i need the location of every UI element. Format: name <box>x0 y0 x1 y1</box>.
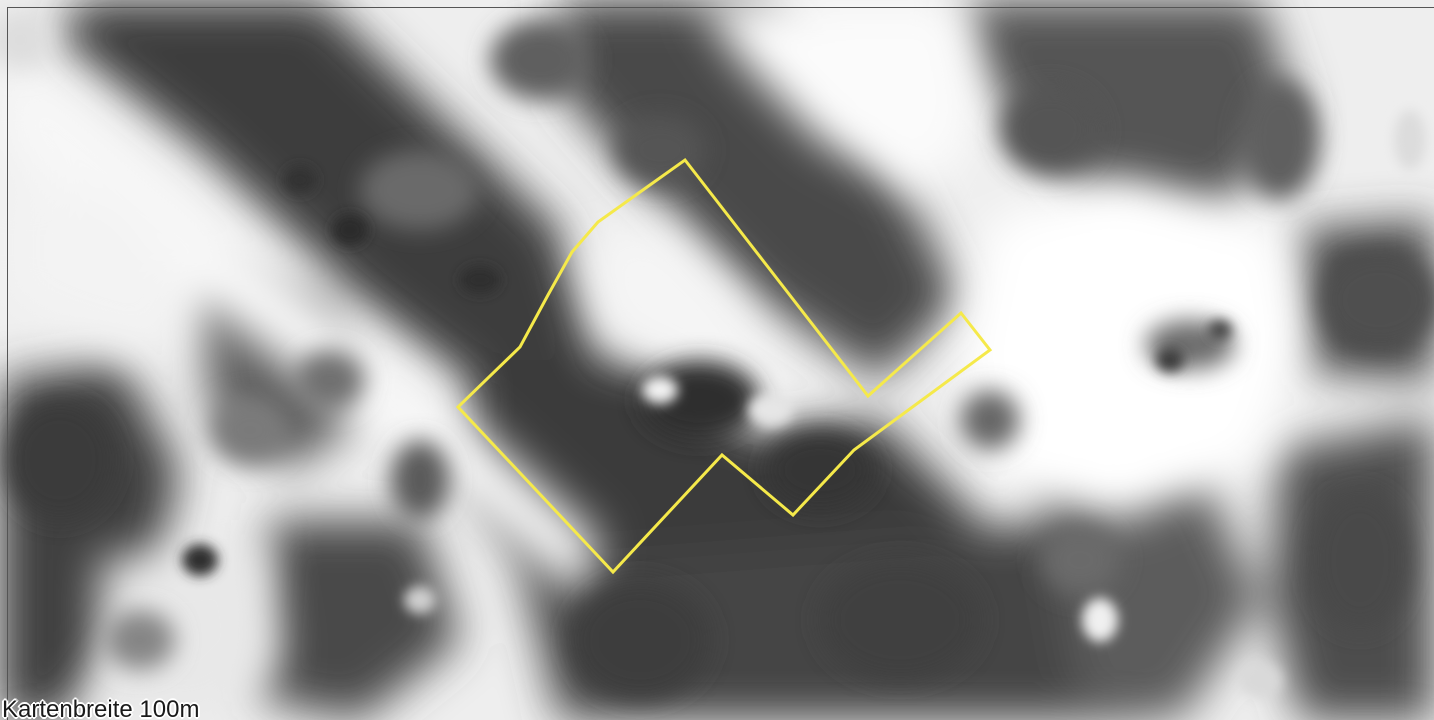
parcel-outline[interactable] <box>455 157 993 575</box>
open-ground-areas <box>0 0 1300 720</box>
detail-texture <box>182 110 1426 698</box>
scale-label: Kartenbreite 100m <box>2 696 200 720</box>
vegetation-texture <box>0 10 1434 700</box>
